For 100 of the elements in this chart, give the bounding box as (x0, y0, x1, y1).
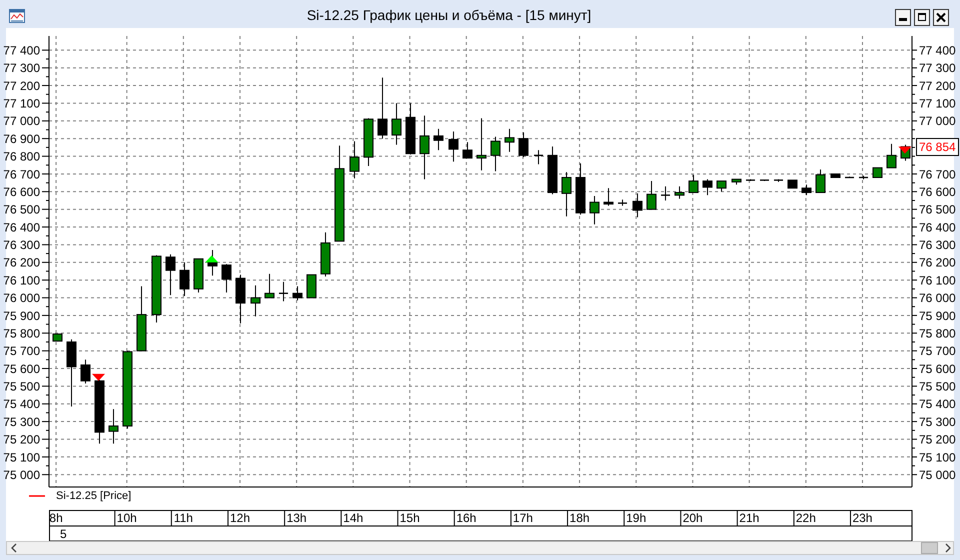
y-tick-label: 77 200 (3, 78, 40, 93)
y-tick-label: 75 700 (3, 344, 40, 358)
candlestick (716, 180, 726, 192)
candlestick (872, 167, 882, 178)
candlestick (646, 180, 656, 210)
candlestick (533, 150, 544, 165)
candlestick (802, 184, 812, 196)
y-tick-label: 75 300 (3, 414, 40, 429)
y2-tick-label: 76 300 (919, 238, 956, 252)
candlestick (518, 132, 528, 158)
y2-tick-label: 76 100 (919, 273, 956, 288)
candlestick (278, 281, 289, 302)
x-tick-label: 19h (626, 511, 646, 525)
candlestick (306, 274, 316, 298)
candlestick (264, 273, 274, 298)
candlestick (80, 359, 90, 384)
y-tick-label: 75 000 (3, 468, 40, 482)
y2-tick-label: 77 200 (919, 78, 956, 93)
y-tick-label: 75 400 (3, 397, 40, 412)
y-tick-label: 77 000 (3, 114, 40, 128)
y2-tick-label: 77 000 (919, 114, 956, 128)
x-tick-label: 17h (512, 511, 533, 525)
y2-tick-label: 75 600 (919, 362, 956, 376)
y-tick-label: 75 200 (3, 432, 40, 447)
candlestick (562, 172, 572, 217)
chart-title: Si-12.25 График цены и объёма - [15 минут] (306, 7, 592, 23)
candlestick (222, 264, 232, 293)
candlestick (378, 77, 388, 140)
candlestick (434, 128, 444, 151)
y2-tick-label: 77 300 (919, 61, 956, 76)
x-tick-label: 22h (796, 511, 816, 525)
y2-tick-label: 76 200 (919, 256, 956, 270)
candlestick (688, 174, 698, 194)
y2-tick-label: 75 800 (919, 326, 956, 340)
candlestick (660, 186, 671, 201)
candlestick (504, 128, 514, 152)
candlestick (180, 262, 190, 296)
y2-tick-label: 76 400 (919, 220, 956, 234)
text: Si-12.25 [Price] (56, 490, 132, 502)
y2-tick-label: 76 600 (919, 184, 956, 199)
y2-tick-label: 76 000 (919, 291, 956, 306)
y-tick-label: 75 100 (3, 450, 40, 464)
y-tick-label: 76 200 (3, 256, 40, 270)
x-tick-label: 13h (286, 511, 307, 525)
candlestick (392, 102, 402, 146)
candlestick (108, 408, 118, 444)
y-tick-label: 76 400 (3, 220, 40, 234)
y-tick-label: 77 400 (3, 43, 40, 58)
y-tick-label: 76 000 (3, 291, 40, 306)
candlestick (476, 118, 486, 171)
candlestick (886, 143, 896, 168)
y2-tick-label: 75 100 (919, 450, 956, 464)
y-tick-label: 77 300 (3, 61, 40, 76)
candlestick (702, 178, 712, 196)
y-tick-label: 76 500 (3, 202, 40, 217)
x-tick-label: 14h (343, 511, 364, 525)
candlestick (448, 131, 458, 162)
candlestick (250, 284, 260, 317)
candlestick (674, 186, 684, 200)
y-tick-label: 76 800 (3, 150, 40, 164)
x-tick-label: 12h (230, 511, 250, 525)
candlestick (292, 286, 302, 301)
x-tick-label: 23h (852, 511, 872, 525)
candlestick (420, 115, 430, 180)
candlestick (350, 140, 360, 179)
y-tick-label: 75 600 (3, 362, 40, 376)
y2-tick-label: 77 100 (919, 96, 956, 111)
x-tick-label: 8h (49, 511, 63, 525)
x-tick-label: 15h (400, 511, 420, 525)
y-tick-label: 77 100 (3, 96, 40, 111)
candlestick (604, 188, 614, 206)
y2-tick-label: 75 200 (919, 432, 956, 447)
x-tick-label: 16h (456, 511, 476, 525)
y2-tick-label: 75 300 (919, 414, 956, 429)
y2-tick-label: 76 700 (919, 167, 956, 182)
candlestick (462, 142, 472, 159)
candlestick (166, 254, 176, 296)
x-tick-label: 21h (739, 511, 760, 525)
y-tick-label: 76 700 (3, 167, 40, 182)
candlestick (590, 196, 600, 225)
candlestick (490, 136, 500, 172)
y-tick-label: 75 900 (3, 308, 40, 323)
y2-tick-label: 75 900 (919, 308, 956, 323)
x-tick-label: 11h (174, 511, 193, 525)
candlestick (816, 169, 826, 194)
y-tick-label: 76 100 (3, 273, 40, 288)
y-tick-label: 75 800 (3, 326, 40, 340)
y-tick-label: 76 900 (3, 132, 40, 146)
text: 5 (60, 526, 67, 540)
candlestick (632, 192, 642, 218)
y2-tick-label: 77 400 (919, 43, 956, 58)
text: 76 854 (916, 138, 959, 156)
y-tick-label: 75 500 (3, 380, 40, 394)
x-tick-label: 10h (116, 511, 137, 525)
y2-tick-label: 75 500 (919, 380, 956, 394)
y2-tick-label: 75 700 (919, 344, 956, 358)
y2-tick-label: 75 000 (919, 468, 956, 482)
y2-tick-label: 76 500 (919, 202, 956, 217)
y-tick-label: 76 600 (3, 184, 40, 199)
y-tick-label: 76 300 (3, 238, 40, 252)
